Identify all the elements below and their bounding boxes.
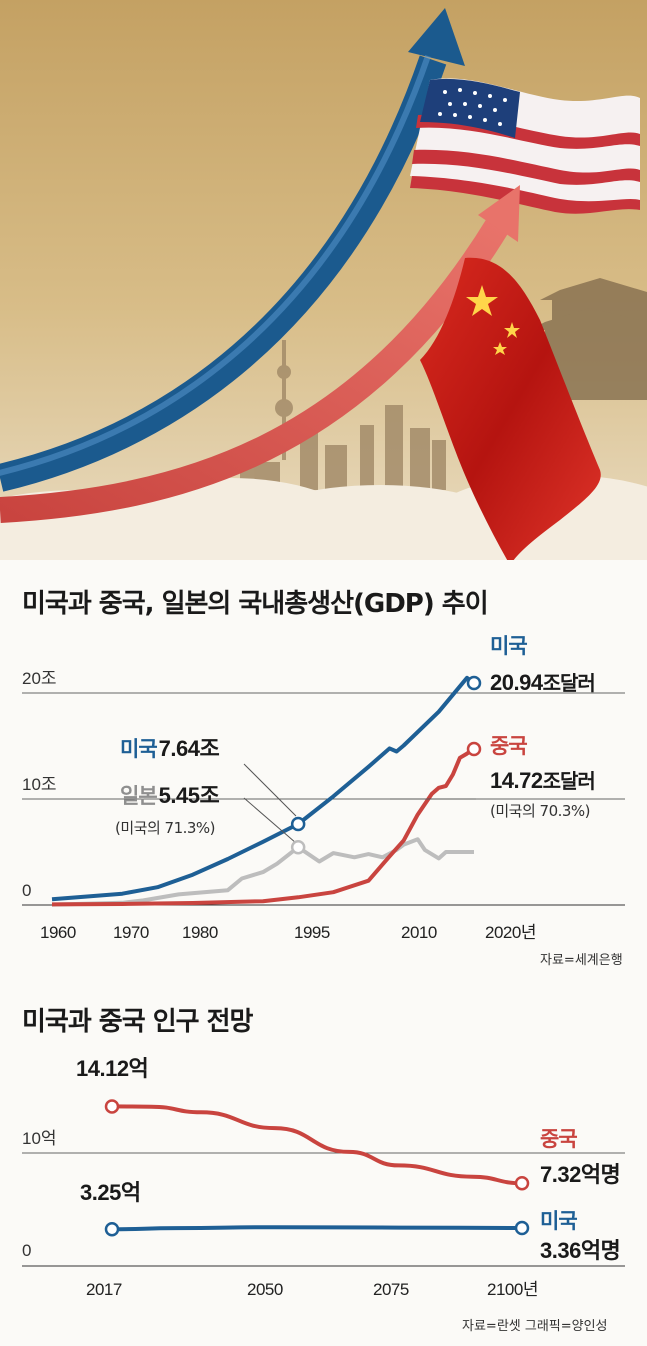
us1995-leader-line: [243, 763, 297, 817]
china-2017-marker: [104, 1099, 120, 1114]
us-2017-label: 3.25억: [80, 1180, 141, 1205]
jp1995-label: 일본5.45조: [120, 783, 219, 808]
china-2100-value: 7.32억명: [540, 1162, 620, 1187]
us-flag-icon: [410, 78, 640, 214]
us-growth-arrow-icon: [0, 8, 465, 492]
gdp-chart: 미국과 중국, 일본의 국내총생산(GDP) 추이 20조 10조 0 1960…: [22, 589, 625, 968]
us1995-name: 미국: [120, 737, 157, 761]
us-1995-marker: [290, 816, 306, 832]
china-end-unit: 조달러: [543, 769, 595, 793]
jp1995-leader-line: [243, 797, 297, 844]
china-growth-arrow-icon: [0, 185, 520, 523]
us-2100-value: 3.36억명: [540, 1238, 620, 1263]
china-2017-label: 14.12억: [76, 1056, 148, 1081]
china-2100-marker: [514, 1176, 530, 1191]
jp1995-value: 5.45조: [159, 783, 220, 808]
gdp-x-tick: 1970: [113, 923, 149, 942]
gdp-y-tick: 10조: [22, 775, 57, 794]
pop-x-tick: 2017: [86, 1280, 122, 1299]
us-2100-marker: [514, 1220, 530, 1236]
pop-y-tick: 0: [22, 1241, 31, 1260]
gdp-x-ticks: 1960 1970 1980 1995 2010 2020년: [40, 923, 536, 942]
us1995-value: 7.64조: [159, 736, 220, 761]
china-2100-name: 중국: [540, 1127, 577, 1151]
gdp-series-line-중국: [51, 747, 476, 907]
pop-x-tick: 2050: [247, 1280, 283, 1299]
population-chart: 미국과 중국 인구 전망 10억 0 2017 2050 2075 2100년 14.…: [22, 1007, 625, 1334]
gdp-source: 자료=세계은행: [540, 952, 623, 968]
china-end-value-label: 14.72조달러: [490, 768, 595, 793]
china-end-value: 14.72: [490, 768, 543, 793]
gdp-series-line-미국: [51, 675, 476, 902]
china-end-note: (미국의 70.3%): [490, 802, 590, 820]
pop-x-ticks: 2017 2050 2075 2100년: [86, 1280, 538, 1299]
hero-illustration: [0, 0, 647, 560]
pop-x-tick: 2075: [373, 1280, 409, 1299]
us1995-label: 미국7.64조: [120, 736, 219, 761]
us-2020-marker: [466, 675, 482, 691]
gdp-series-line-일본: [51, 837, 474, 907]
china-flag-icon: [420, 257, 601, 560]
city-skyline-icon: [240, 340, 446, 490]
jp1995-name: 일본: [120, 784, 157, 808]
us-end-unit: 조달러: [543, 671, 595, 695]
china-2020-marker: [466, 741, 482, 757]
china-end-name: 중국: [490, 734, 527, 758]
pop-x-tick: 2100년: [487, 1280, 538, 1299]
japan-1995-marker: [290, 839, 306, 855]
gdp-y-tick: 0: [22, 881, 31, 900]
us-end-value: 20.94: [490, 670, 544, 695]
pop-series-line-미국: [111, 1225, 523, 1232]
pop-series-group: [111, 1104, 523, 1232]
gdp-x-tick: 1960: [40, 923, 76, 942]
us-2100-name: 미국: [540, 1209, 577, 1233]
pop-source: 자료=란셋 그래픽=양인성: [462, 1319, 608, 1334]
gdp-x-tick: 2010: [401, 923, 437, 942]
pop-y-tick: 10억: [22, 1129, 57, 1148]
gdp-x-tick: 1980: [182, 923, 218, 942]
gdp-x-tick: 1995: [294, 923, 330, 942]
us-end-name: 미국: [490, 634, 527, 658]
pop-series-line-중국: [111, 1104, 523, 1186]
gdp-series-group: [51, 675, 476, 907]
gdp-chart-title: 미국과 중국, 일본의 국내총생산(GDP) 추이: [22, 589, 488, 619]
gdp-x-tick: 2020년: [485, 923, 536, 942]
gdp-y-tick: 20조: [22, 669, 57, 688]
pop-chart-title: 미국과 중국 인구 전망: [22, 1007, 254, 1037]
us-2017-marker: [104, 1222, 120, 1237]
us-end-value-label: 20.94조달러: [490, 670, 595, 695]
jp1995-note: (미국의 71.3%): [115, 819, 215, 837]
